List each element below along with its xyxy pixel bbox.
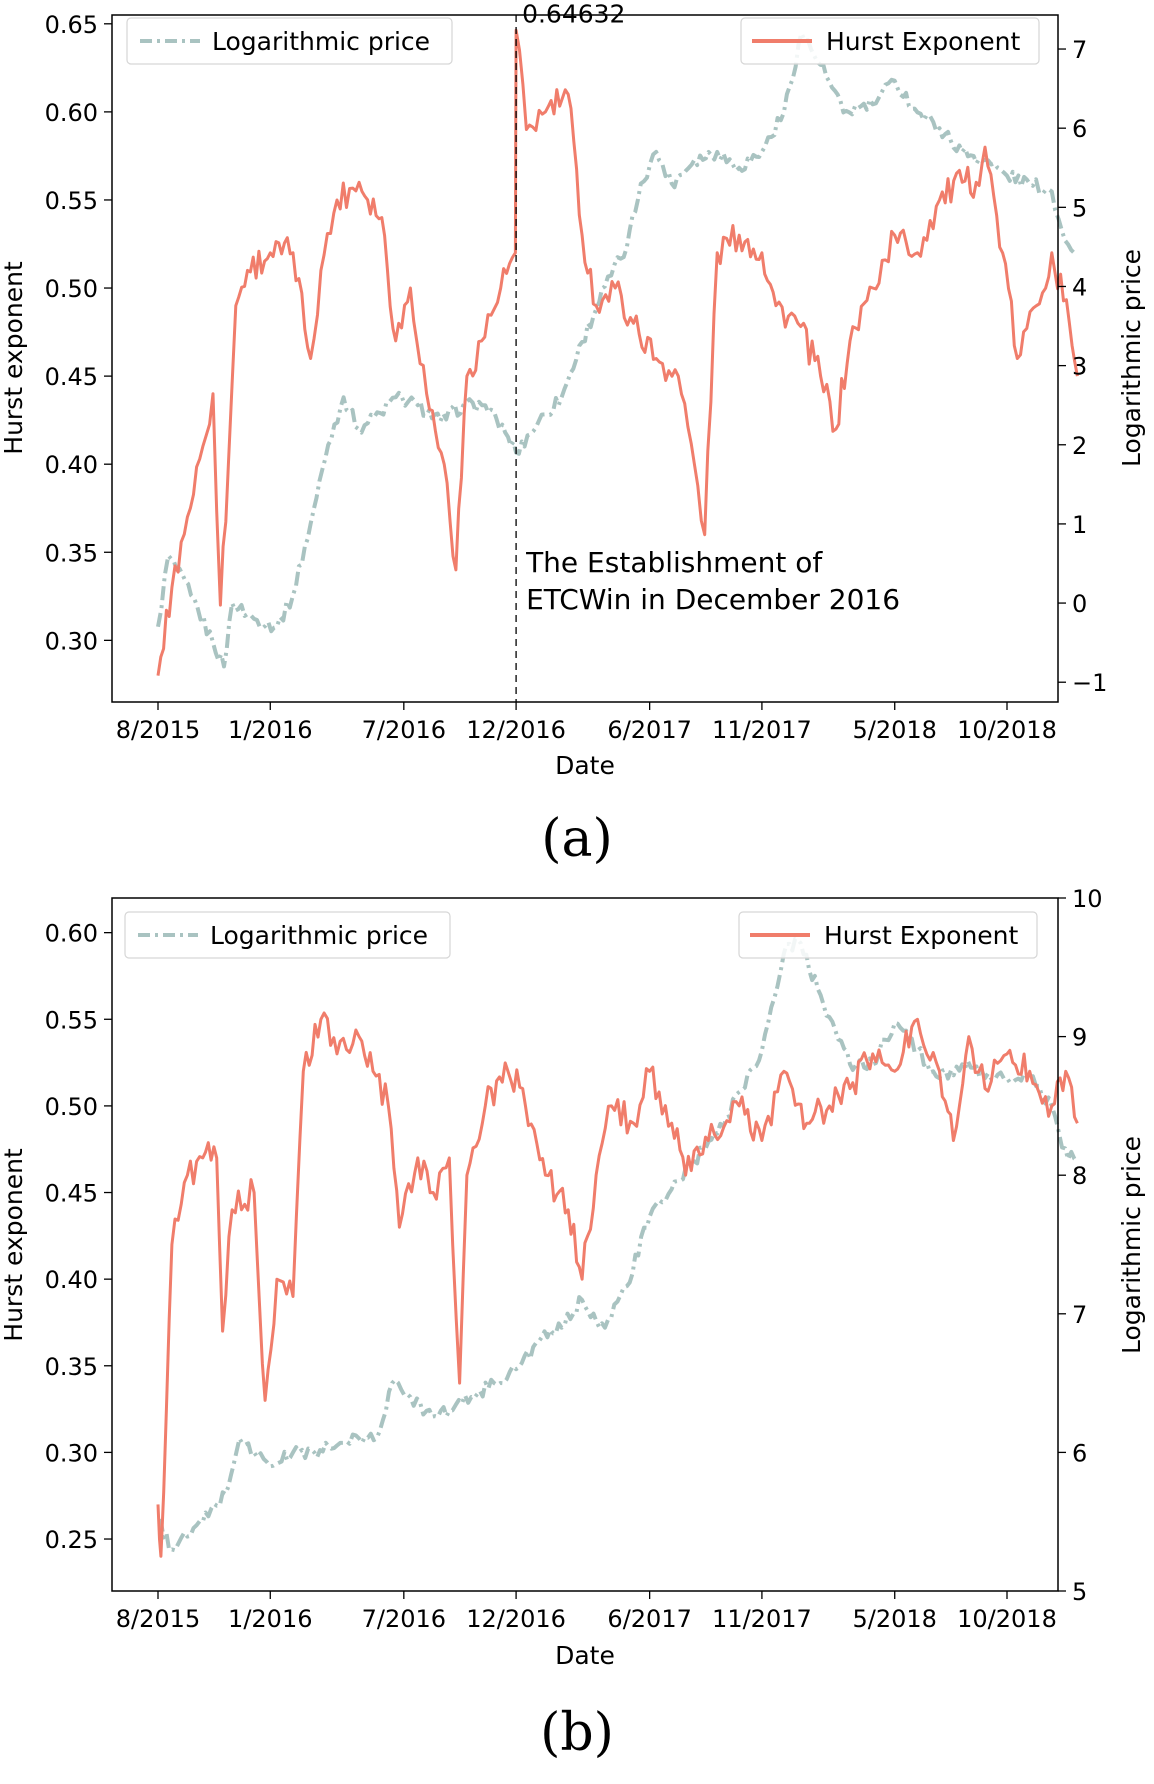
x-tick-label: 8/2015 [116,1605,200,1633]
series-line-hurst-exponent [156,1011,1079,1558]
y-tick-label-right: 7 [1072,1301,1087,1329]
y-tick-label-left: 0.45 [45,363,98,391]
legend-label-hurst-exponent: Hurst Exponent [826,27,1021,56]
y-tick-label-left: 0.45 [45,1180,98,1208]
x-tick-label: 5/2018 [853,716,937,744]
y-tick-label-left: 0.40 [45,1266,98,1294]
y-tick-label-right: 1 [1072,511,1087,539]
legend-label-hurst-exponent: Hurst Exponent [824,921,1019,950]
y-axis-title-right: Logarithmic price [1117,249,1146,467]
y-tick-label-right: 5 [1072,194,1087,222]
legend-hurst-exponent: Hurst Exponent [740,17,1040,65]
legend-logarithmic-price: Logarithmic price [126,17,453,65]
series-line-logarithmic-price [157,936,1079,1553]
y-tick-label-right: 8 [1072,1162,1087,1190]
x-tick-label: 10/2018 [957,716,1057,744]
x-tick-label: 8/2015 [116,716,200,744]
chart-traces [156,936,1079,1558]
axis-ticks: 8/2015 1/2016 7/2016 12/2016 6/2017 11/2017 5/… [45,885,1103,1633]
legend-label-logarithmic-price: Logarithmic price [210,921,428,950]
establishment-note-line1: The Establishment of [525,546,823,579]
x-tick-label: 12/2016 [466,1605,566,1633]
y-tick-label-left: 0.40 [45,451,98,479]
x-axis-title: Date [555,1641,615,1670]
y-tick-label-left: 0.50 [45,1093,98,1121]
legend-hurst-exponent: Hurst Exponent [738,911,1038,959]
series-line-logarithmic-price [156,31,1079,669]
x-tick-label: 6/2017 [607,716,691,744]
y-tick-label-right: 3 [1072,353,1087,381]
x-tick-label: 10/2018 [957,1605,1057,1633]
y-tick-label-right: 4 [1072,273,1087,301]
y-tick-label-left: 0.35 [45,1353,98,1381]
panel-caption-b: (b) [540,1703,614,1763]
y-tick-label-right: 0 [1072,590,1087,618]
y-tick-label-left: 0.35 [45,539,98,567]
chart-panel-b: 8/2015 1/2016 7/2016 12/2016 6/2017 11/2017 5/… [0,885,1146,1763]
x-tick-label: 6/2017 [607,1605,691,1633]
y-tick-label-left: 0.50 [45,275,98,303]
x-tick-label: 7/2016 [362,716,446,744]
y-axis-title-left: Hurst exponent [0,261,28,455]
y-axis-title-right: Logarithmic price [1117,1136,1146,1354]
y-tick-label-right: 6 [1072,1439,1087,1467]
y-tick-label-left: 0.60 [45,920,98,948]
y-tick-label-right: 6 [1072,115,1087,143]
panel-caption-a: (a) [541,809,613,869]
x-tick-label: 11/2017 [712,1605,812,1633]
y-tick-label-right: 5 [1072,1578,1087,1606]
legend-logarithmic-price: Logarithmic price [124,911,451,959]
axis-ticks: 8/2015 1/2016 7/2016 12/2016 6/2017 11/2017 5/… [45,11,1108,744]
x-tick-label: 1/2016 [228,716,312,744]
y-tick-label-left: 0.55 [45,1006,98,1034]
x-axis-title: Date [555,751,615,780]
chart-panel-a: 8/2015 1/2016 7/2016 12/2016 6/2017 11/2017 5/… [0,0,1146,869]
y-tick-label-left: 0.60 [45,99,98,127]
x-tick-label: 7/2016 [362,1605,446,1633]
peak-value-annotation: 0.64632 [522,0,625,28]
y-tick-label-right: 10 [1072,885,1103,913]
y-tick-label-right: 7 [1072,36,1087,64]
x-tick-label: 1/2016 [228,1605,312,1633]
y-tick-label-left: 0.25 [45,1526,98,1554]
x-tick-label: 12/2016 [466,716,566,744]
series-line-hurst-exponent [156,28,1079,676]
legend-label-logarithmic-price: Logarithmic price [212,27,430,56]
y-tick-label-right: −1 [1072,669,1107,697]
chart-traces [156,28,1079,676]
y-axis-title-left: Hurst exponent [0,1148,28,1342]
plot-area-frame [111,14,1059,703]
y-tick-label-left: 0.55 [45,187,98,215]
y-tick-label-right: 2 [1072,432,1087,460]
plot-area-frame [111,897,1059,1592]
x-tick-label: 5/2018 [853,1605,937,1633]
y-tick-label-left: 0.65 [45,11,98,39]
y-tick-label-left: 0.30 [45,1439,98,1467]
x-tick-label: 11/2017 [712,716,812,744]
establishment-note-line2: ETCWin in December 2016 [526,583,900,616]
y-tick-label-left: 0.30 [45,627,98,655]
y-tick-label-right: 9 [1072,1024,1087,1052]
